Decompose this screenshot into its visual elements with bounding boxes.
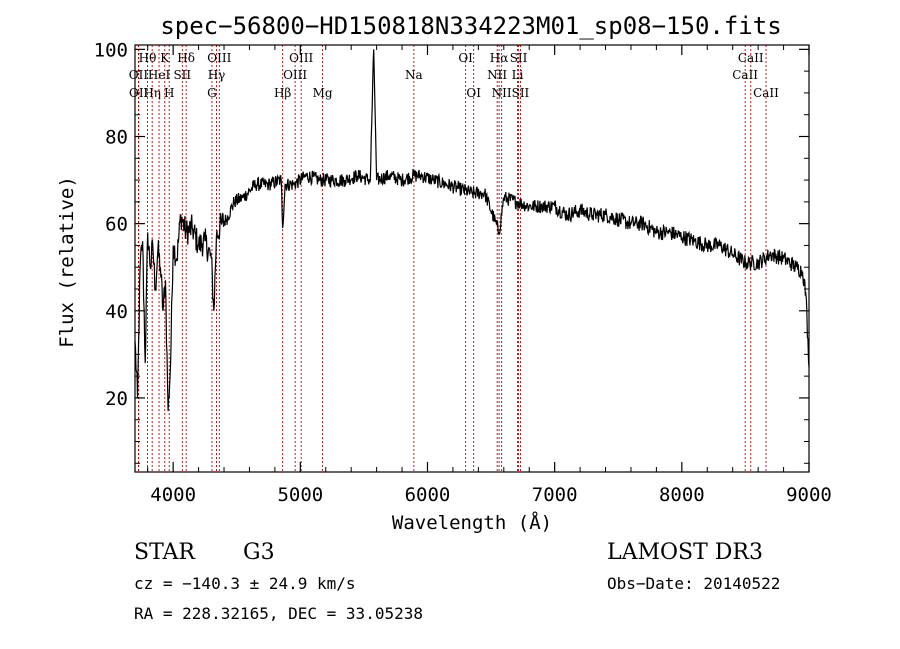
y-tick-label: 60 [105, 214, 128, 236]
spectral-line-label: Na [405, 68, 423, 82]
spectral-line-label: NII [487, 68, 507, 82]
redshift-velocity: cz = −140.3 ± 24.9 km/s [134, 574, 356, 593]
spectral-line-label: Li [512, 68, 524, 82]
y-axis-label: Flux (relative) [56, 176, 78, 348]
spectral-line-label: Hα [490, 51, 509, 65]
spectral-line-label: OIII [283, 68, 307, 82]
x-axis-label: Wavelength (Å) [392, 511, 552, 534]
spectral-line-label: Hθ [139, 51, 157, 65]
spectral-line-label: Mg [313, 86, 333, 100]
spectral-line-label: CaII [753, 86, 779, 100]
spectral-line-label: OIII [207, 51, 231, 65]
spectrum-series-line [134, 49, 810, 412]
spectral-line-label: CaII [732, 68, 758, 82]
spectral-line-label: H [164, 86, 174, 100]
spectral-line-label: Hγ [208, 68, 226, 82]
coordinates: RA = 228.32165, DEC = 33.05238 [134, 604, 423, 623]
observation-date: Obs−Date: 20140522 [607, 574, 780, 593]
x-tick-label: 5000 [277, 484, 323, 506]
y-tick-label: 80 [105, 127, 128, 149]
plot-frame [134, 44, 810, 473]
spectral-line-label: Hδ [177, 51, 195, 65]
spectral-line-label: CaII [738, 51, 764, 65]
x-tick-label: 4000 [150, 484, 196, 506]
spectral-line-label: G [207, 86, 217, 100]
x-tick-label: 6000 [405, 484, 451, 506]
x-tick-label: 8000 [659, 484, 705, 506]
spectral-line-label: NII [492, 86, 512, 100]
spectral-line-label: Hη [143, 86, 161, 100]
x-tick-label: 7000 [532, 484, 578, 506]
y-tick-label: 40 [105, 301, 128, 323]
spectral-line-label: OIII [289, 51, 313, 65]
spectral-line-label: OI [458, 51, 473, 65]
object-subclass: G3 [243, 540, 275, 565]
spectral-line-markers [137, 45, 767, 472]
spectral-line-label: K [160, 51, 170, 65]
spectral-line-label: OI [466, 86, 481, 100]
x-tick-label: 9000 [786, 484, 832, 506]
chart-title: spec−56800−HD150818N334223M01_sp08−150.f… [160, 12, 781, 40]
survey-name: LAMOST DR3 [607, 540, 763, 565]
y-tick-label: 20 [105, 388, 128, 410]
spectral-line-label: HeI [148, 68, 171, 82]
y-tick-label: 100 [94, 39, 128, 61]
object-class: STAR [134, 540, 196, 565]
spectral-line-label: SII [510, 51, 528, 65]
spectral-line-label: OII [129, 68, 149, 82]
spectral-line-label: Hβ [274, 86, 291, 100]
spectral-line-label: SII [173, 68, 191, 82]
axis-ticks: 4000 5000 6000 7000 8000 9000 20 40 60 80 100 [94, 39, 832, 506]
spectral-line-label: SII [512, 86, 530, 100]
